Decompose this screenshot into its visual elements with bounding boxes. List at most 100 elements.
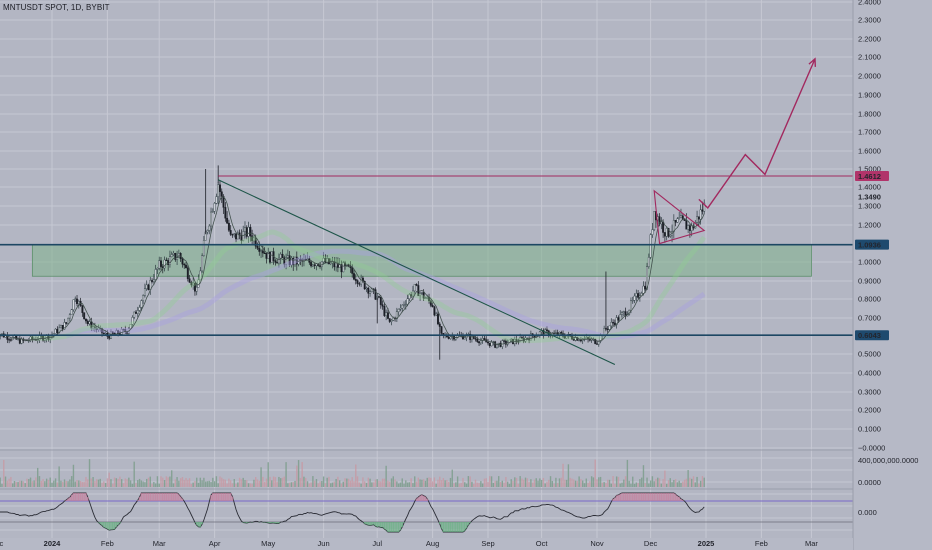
candle	[483, 338, 486, 340]
volume-bar	[465, 483, 468, 487]
volume-bar	[356, 476, 359, 487]
candle	[413, 283, 416, 292]
volume-bar	[146, 478, 148, 487]
candle	[412, 290, 414, 297]
candle	[181, 258, 184, 265]
candle	[417, 285, 420, 297]
candle	[74, 298, 77, 300]
y-tick-label: 0.1000	[858, 425, 881, 434]
volume-bar	[380, 481, 382, 487]
volume-bar	[433, 477, 436, 487]
candle	[381, 304, 384, 307]
candle	[415, 283, 418, 286]
volume-bar	[181, 477, 184, 487]
candle	[88, 321, 91, 325]
volume-bar	[548, 479, 550, 487]
volume-bar	[144, 482, 146, 487]
volume-bar	[331, 482, 334, 487]
volume-bar	[271, 480, 273, 487]
volume-bar	[551, 480, 554, 487]
projection-path	[698, 58, 816, 209]
candle	[163, 259, 166, 269]
candle	[36, 339, 39, 341]
volume-bar	[51, 482, 53, 487]
volume-bar	[456, 476, 459, 487]
volume-bar	[362, 477, 364, 487]
candle	[261, 250, 264, 254]
volume-bar	[383, 478, 386, 487]
candle	[251, 235, 254, 242]
volume-bar	[0, 477, 1, 487]
y-tick-label: 1.2000	[858, 221, 881, 230]
volume-bar	[669, 478, 671, 487]
time-axis-bg	[0, 538, 853, 550]
descending-trendline	[217, 179, 616, 365]
volume-bar	[154, 483, 157, 487]
candle	[571, 335, 573, 340]
x-tick-label: Sep	[481, 539, 494, 548]
volume-bar	[15, 481, 17, 487]
volume-bar	[378, 480, 380, 487]
volume-bar	[246, 480, 248, 487]
candle	[351, 267, 354, 274]
x-tick-label: Jul	[372, 539, 382, 548]
candle	[211, 211, 214, 213]
volume-bar	[589, 481, 591, 487]
volume-bar	[608, 479, 611, 487]
volume-bar	[74, 481, 76, 487]
volume-bar	[494, 480, 496, 487]
volume-bar	[283, 476, 285, 487]
candle	[435, 313, 438, 316]
candle	[172, 253, 175, 255]
y-tick-label: 1.8000	[858, 110, 881, 119]
candle	[329, 262, 332, 265]
volume-bar	[238, 477, 241, 487]
volume-bar	[88, 459, 91, 487]
volume-bar	[698, 483, 700, 487]
volume-bar	[389, 481, 391, 487]
candle	[431, 305, 434, 308]
volume-bar	[26, 478, 28, 487]
volume-bar	[685, 478, 688, 487]
candle	[68, 314, 71, 319]
candle	[358, 283, 361, 285]
candle	[665, 228, 668, 237]
volume-bar	[614, 483, 616, 487]
volume-bar	[305, 477, 307, 487]
candle	[563, 336, 566, 339]
candle	[219, 184, 221, 192]
x-tick-label: Aug	[426, 539, 439, 548]
volume-bar	[326, 477, 328, 487]
volume-bar	[330, 483, 332, 487]
volume-bar	[342, 481, 344, 487]
candle	[195, 287, 198, 292]
candle	[353, 273, 355, 280]
x-tick-label: Mar	[805, 539, 818, 548]
candle	[133, 311, 136, 318]
candle	[213, 203, 216, 212]
volume-bar	[371, 482, 373, 487]
y-tick-label: 1.9000	[858, 91, 881, 100]
volume-bar	[599, 476, 602, 487]
volume-bar	[651, 476, 654, 487]
candle	[674, 220, 677, 223]
candle	[154, 269, 157, 280]
candle	[77, 301, 80, 304]
volume-bar	[385, 465, 387, 487]
candle	[438, 323, 441, 327]
volume-bar	[47, 479, 50, 487]
candle	[606, 328, 609, 330]
volume-bar	[299, 477, 302, 487]
volume-bar	[428, 477, 430, 487]
candle	[220, 191, 223, 197]
candle	[529, 333, 532, 341]
volume-bar	[65, 480, 67, 487]
volume-bar	[473, 483, 475, 487]
candle	[669, 234, 672, 237]
candle	[429, 300, 432, 306]
volume-bar	[353, 481, 355, 487]
candle	[177, 253, 180, 258]
price-axis-bg	[853, 0, 932, 550]
x-tick-label: Jun	[318, 539, 330, 548]
candle	[194, 282, 196, 292]
